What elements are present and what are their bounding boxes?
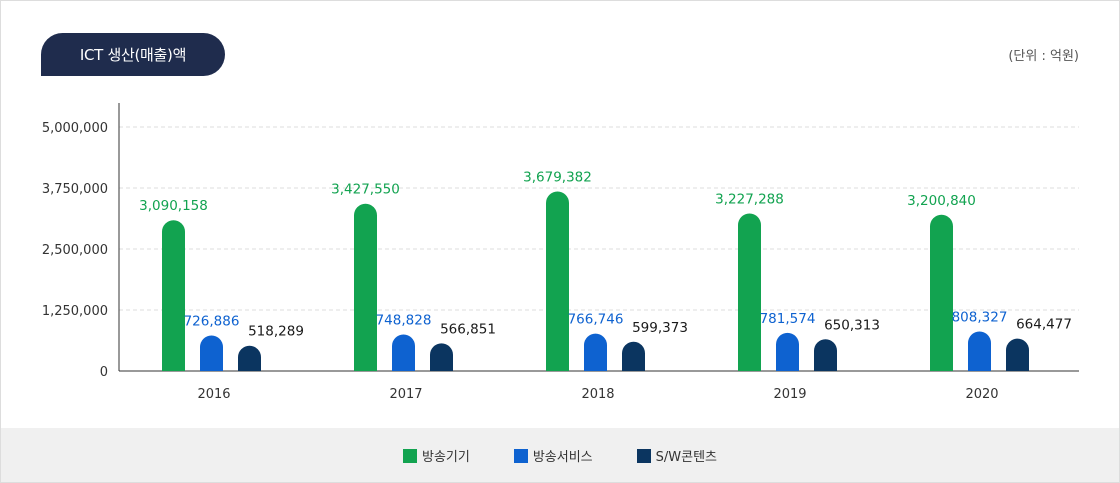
data-label: 3,090,158: [139, 198, 208, 214]
x-tick-label: 2018: [581, 387, 614, 402]
legend-item-equipment[interactable]: 방송기기: [402, 446, 470, 465]
legend-label: 방송서비스: [532, 450, 593, 465]
bar: [584, 333, 607, 371]
data-label: 664,477: [1016, 317, 1072, 333]
bar: [968, 331, 991, 371]
chart-title: ICT 생산(매출)액: [41, 33, 225, 76]
bar: [1006, 338, 1029, 371]
bar: [930, 214, 953, 371]
bar: [354, 203, 377, 371]
legend-swatch-green: [402, 448, 417, 463]
x-tick-label: 2019: [773, 387, 806, 402]
bar: [814, 339, 837, 371]
legend-label: 방송기기: [421, 450, 470, 465]
legend-label: S/W콘텐츠: [655, 450, 718, 465]
legend-swatch-blue: [513, 448, 528, 463]
y-tick-label: 5,000,000: [42, 121, 108, 136]
legend-swatch-navy: [636, 448, 651, 463]
y-tick-label: 3,750,000: [42, 182, 108, 197]
legend: 방송기기 방송서비스 S/W콘텐츠: [1, 446, 1119, 465]
data-label: 599,373: [632, 320, 688, 336]
unit-label: (단위 : 억원): [1008, 49, 1079, 64]
data-label: 566,851: [440, 321, 496, 337]
x-tick-label: 2020: [965, 387, 998, 402]
x-tick-label: 2016: [197, 387, 230, 402]
legend-band: 방송기기 방송서비스 S/W콘텐츠: [1, 428, 1119, 482]
data-label: 781,574: [760, 311, 816, 327]
bar: [738, 213, 761, 371]
data-label: 650,313: [824, 317, 880, 333]
y-tick-label: 2,500,000: [42, 243, 108, 258]
data-label: 3,679,382: [523, 169, 592, 185]
bar-chart: 0 1,250,000 2,500,000 3,750,000 5,000,000 3,0…: [42, 103, 1079, 402]
data-label: 3,200,840: [907, 193, 976, 209]
bar: [200, 335, 223, 371]
bar: [238, 345, 261, 371]
data-label: 3,227,288: [715, 192, 784, 208]
bar: [776, 332, 799, 371]
data-label: 766,746: [568, 312, 624, 328]
legend-item-service[interactable]: 방송서비스: [513, 446, 593, 465]
bar: [392, 334, 415, 371]
legend-item-content[interactable]: S/W콘텐츠: [636, 446, 718, 465]
data-label: 726,886: [184, 314, 240, 330]
data-label: 3,427,550: [331, 182, 400, 198]
y-tick-label: 1,250,000: [42, 304, 108, 319]
x-tick-label: 2017: [389, 387, 422, 402]
data-label: 808,327: [952, 310, 1008, 326]
bar: [430, 343, 453, 371]
data-label: 748,828: [376, 312, 432, 328]
y-tick-label: 0: [100, 365, 108, 380]
bar: [162, 220, 185, 371]
data-label: 518,289: [248, 324, 304, 340]
bar: [546, 191, 569, 371]
bar: [622, 341, 645, 371]
